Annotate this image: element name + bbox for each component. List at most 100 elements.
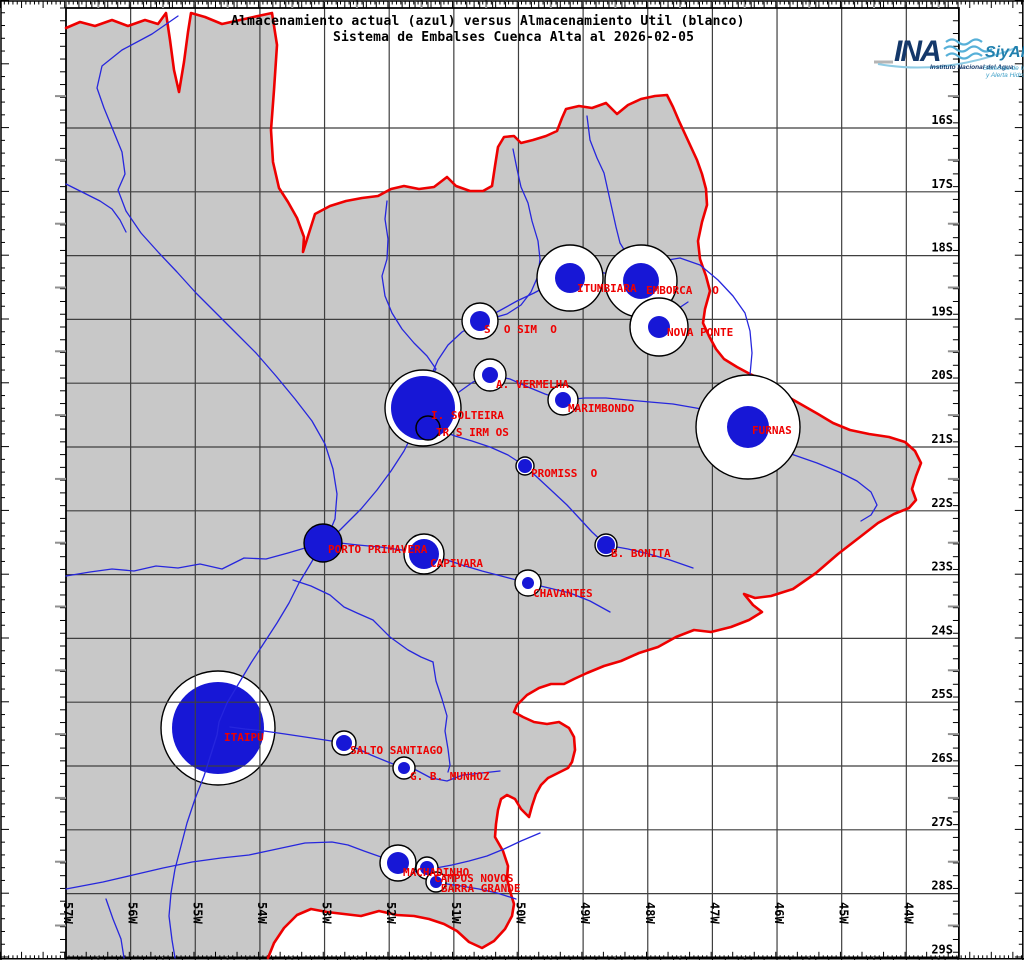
reservoir-sao-simao-storage [470, 311, 490, 331]
reservoir-label-salto-santiago: SALTO SANTIAGO [350, 744, 443, 757]
ina-siyah-logo: INA SiyAH Instituto Nacional del Agua Si… [874, 35, 1024, 79]
lon-label-50W: 50W [513, 902, 527, 924]
lat-label-20S: 20S [931, 368, 953, 382]
basin-polygon [66, 13, 921, 958]
lat-label-25S: 25S [931, 687, 953, 701]
lon-label-45W: 45W [837, 902, 851, 924]
lon-label-52W: 52W [384, 902, 398, 924]
reservoir-chavantes-storage [522, 577, 534, 589]
reservoir-label-campos-novos: CAMPOS NOVOS [434, 872, 513, 885]
reservoir-tres-irmaos-outer [415, 415, 441, 441]
river [432, 661, 451, 773]
river [292, 579, 434, 663]
river [420, 422, 694, 569]
reservoir-nova-ponte-storage [648, 316, 670, 338]
lon-label-47W: 47W [707, 902, 721, 924]
reservoir-marimbondo-storage [555, 392, 571, 408]
lon-label-48W: 48W [643, 902, 657, 924]
reservoir-machadinho-storage [387, 852, 409, 874]
lon-label-46W: 46W [772, 902, 786, 924]
lat-label-21S: 21S [931, 432, 953, 446]
lon-label-44W: 44W [901, 902, 915, 924]
reservoir-label-g-b-munhoz: G. B. MUNHOZ [410, 770, 490, 783]
river [381, 200, 437, 379]
river [326, 541, 611, 613]
reservoir-label-chavantes: CHAVANTES [533, 587, 593, 600]
reservoirs-layer [303, 244, 801, 893]
lat-label-18S: 18S [931, 241, 953, 255]
lat-label-23S: 23S [931, 560, 953, 574]
river [229, 726, 501, 782]
reservoir-furnas-storage [727, 406, 769, 448]
lat-label-16S: 16S [931, 113, 953, 127]
reservoir-label-emborcacao: EMBORCA O [646, 284, 719, 297]
logo-ina: INA [894, 35, 940, 68]
river [96, 15, 338, 544]
logo-instituto: Instituto Nacional del Agua [930, 64, 1014, 71]
lon-label-54W: 54W [255, 902, 269, 924]
basin-boundary [64, 11, 923, 960]
reservoir-label-porto-primavera: PORTO PRIMAVERA [328, 543, 428, 556]
lat-label-17S: 17S [931, 177, 953, 191]
reservoir-barra-grande-storage [430, 876, 442, 888]
reservoir-porto-primavera-storage [303, 523, 343, 563]
lon-label-56W: 56W [126, 902, 140, 924]
reservoir-g-b-munhoz-storage [398, 762, 410, 774]
reservoir-campos-novos-storage [420, 861, 434, 875]
title-line1: Almacenamiento actual (azul) versus Alma… [231, 14, 745, 29]
lat-label-29S: 29S [931, 942, 953, 956]
basin-fill-layer [66, 13, 921, 958]
lon-label-51W: 51W [449, 902, 463, 924]
reservoir-label-sao-simao: S O SIM O [484, 323, 557, 336]
lon-label-55W: 55W [190, 902, 204, 924]
reservoir-b-bonita-storage [597, 536, 615, 554]
lat-label-24S: 24S [931, 623, 953, 637]
basin-boundary-layer [64, 11, 923, 960]
logo-siyah: SiyAH [985, 44, 1024, 61]
reservoir-label-barra-grande: BARRA GRANDE [441, 882, 520, 895]
lat-label-28S: 28S [931, 879, 953, 893]
logo-waves-icon [943, 38, 993, 60]
reservoir-label-capivara: CAPIVARA [430, 557, 483, 570]
river [65, 832, 541, 890]
reservoir-label-a-vermelha: A. VERMELHA [496, 378, 569, 391]
lat-label-27S: 27S [931, 815, 953, 829]
reservoir-promissao-storage [518, 459, 532, 473]
logo-sistemas: Sistemas de Información [983, 65, 1024, 72]
reservoir-label-b-bonita: B. BONITA [611, 547, 671, 560]
logo-alerta: y Alerta Hidrológica [985, 72, 1024, 79]
axis-labels-layer: 16S 17S 18S 19S 20S 21S 22S 23S 24S 25S 26S 27S 28S 2… [61, 113, 953, 956]
reservoir-label-itumbiara: ITUMBIARA [577, 282, 637, 295]
reservoir-salto-santiago-storage [336, 735, 352, 751]
reservoir-label-i-solteira: I. SOLTEIRA [431, 409, 504, 422]
river [105, 898, 125, 959]
river [168, 542, 324, 959]
reservoir-label-marimbondo: MARIMBONDO [568, 402, 635, 415]
lat-label-19S: 19S [931, 304, 953, 318]
reservoir-label-tres-irmaos: TR S IRM OS [436, 426, 509, 439]
reservoir-a-vermelha-storage [482, 367, 498, 383]
reservoir-label-itaipu: ITAIPU [224, 731, 264, 744]
lon-label-57W: 57W [61, 902, 75, 924]
reservoir-labels-layer: ITUMBIARA EMBORCA O NOVA PONTE S O SIM O A. … [224, 282, 792, 895]
river [479, 148, 541, 322]
lon-label-49W: 49W [578, 902, 592, 924]
reservoir-label-nova-ponte: NOVA PONTE [667, 326, 733, 339]
lat-label-26S: 26S [931, 751, 953, 765]
title-line2: Sistema de Embalses Cuenca Alta al 2026-… [333, 30, 694, 45]
river [65, 544, 319, 577]
reservoir-capivara-storage [409, 539, 439, 569]
reservoir-label-promissao: PROMISS O [531, 467, 598, 480]
reservoir-emborcacao-storage [623, 263, 659, 299]
logo-swoosh [877, 46, 1019, 69]
reservoir-label-machadinho: MACHADINHO [403, 866, 470, 879]
reservoir-itumbiara-storage [555, 263, 585, 293]
lat-label-22S: 22S [931, 496, 953, 510]
map-title: Almacenamiento actual (azul) versus Alma… [231, 14, 745, 45]
lon-label-53W: 53W [320, 902, 334, 924]
reservoir-label-furnas: FURNAS [752, 424, 792, 437]
river [65, 183, 127, 233]
